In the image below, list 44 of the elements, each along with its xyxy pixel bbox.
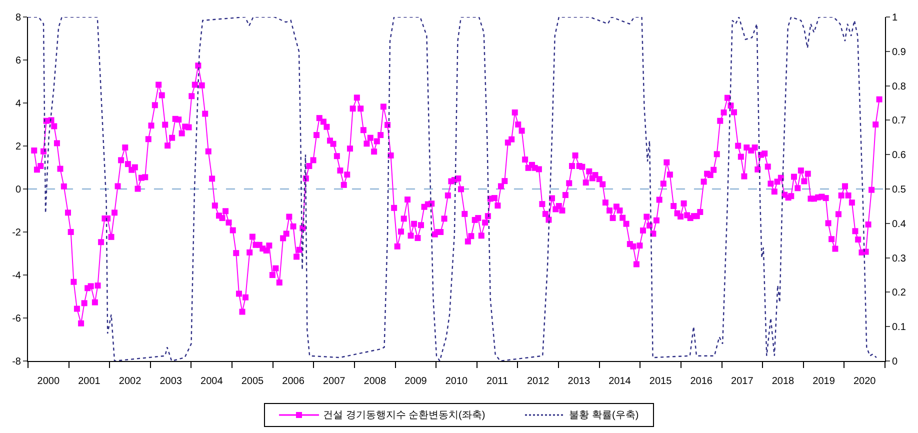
y-tick-label: 2	[15, 142, 22, 152]
x-tick-label: 2010	[445, 376, 468, 387]
x-tick-label: 2014	[608, 376, 632, 387]
x-tick-label: 2001	[78, 376, 101, 387]
x-tick-label: 2018	[772, 376, 795, 387]
y-tick-label: -8	[12, 356, 22, 368]
y2-tick-label: 0.8	[892, 81, 906, 92]
x-tick-label: 2020	[853, 376, 876, 387]
y2-tick-label: 0.7	[892, 116, 906, 127]
legend-label: 불황 확률(우축)	[569, 409, 639, 422]
y2-tick-label: 0.1	[892, 322, 906, 334]
x-tick-label: 2012	[526, 376, 550, 387]
y2-tick-label: 1	[892, 12, 898, 24]
x-tick-label: 2003	[160, 376, 182, 387]
y2-tick-label: 0	[892, 356, 898, 368]
y-tick-label: 6	[15, 56, 22, 66]
legend-label: 건설 경기동행지수 순환변동치(좌축)	[323, 409, 486, 422]
y-tick-label: -2	[12, 228, 22, 238]
y-tick-label: 0	[15, 184, 22, 196]
x-tick-label: 2002	[118, 376, 142, 387]
x-tick-label: 2013	[568, 376, 590, 387]
x-tick-label: 2011	[486, 376, 508, 387]
x-tick-label: 2007	[322, 376, 346, 387]
x-tick-label: 2008	[364, 376, 386, 387]
y-tick-label: -4	[12, 270, 22, 282]
x-tick-label: 2016	[690, 376, 713, 387]
x-tick-label: 2005	[241, 376, 264, 387]
y2-tick-label: 0.3	[892, 253, 906, 264]
line-series	[28, 17, 878, 361]
y-tick-label: 4	[15, 98, 22, 110]
y-tick-label: 8	[15, 12, 22, 24]
y2-tick-label: 0.2	[892, 288, 906, 299]
x-tick-label: 2009	[404, 376, 428, 387]
y2-tick-label: 0.9	[892, 46, 906, 58]
y-tick-label: -6	[12, 314, 22, 324]
x-tick-label: 2017	[731, 376, 754, 387]
x-tick-label: 2004	[200, 376, 224, 387]
x-tick-label: 2000	[37, 376, 60, 387]
x-tick-label: 2015	[649, 376, 672, 387]
x-tick-label: 2019	[812, 376, 836, 387]
y2-tick-label: 0.6	[892, 150, 906, 162]
y2-tick-label: 0.4	[892, 218, 906, 230]
x-tick-label: 2006	[282, 376, 305, 387]
y2-tick-label: 0.5	[892, 184, 906, 196]
